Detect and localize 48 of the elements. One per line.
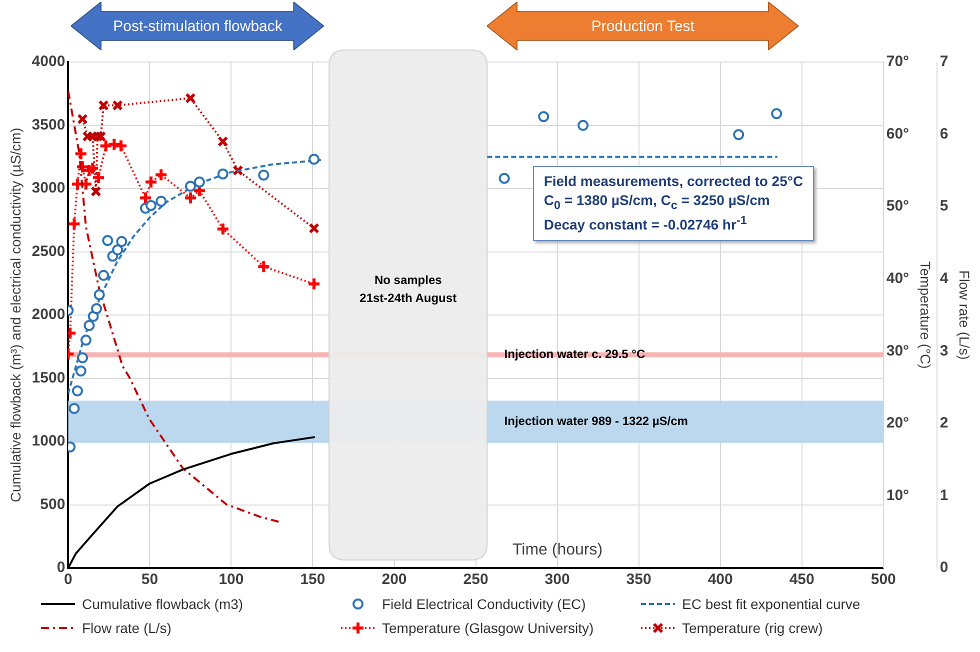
y-tick-label: 4000 [32, 53, 66, 70]
band-label: No samples 21st-24th August [360, 273, 457, 306]
band-label: Injection water 989 - 1322 µS/cm [504, 414, 688, 428]
y-tick-label: 0 [56, 559, 66, 576]
y-tick-label: 2000 [32, 306, 66, 324]
x-tick-label: 450 [789, 571, 814, 588]
y2-tick-label: 50° [886, 198, 910, 215]
legend-label: Flow rate (L/s) [82, 620, 172, 636]
y-tick-label: 1500 [32, 369, 66, 386]
y2-tick-label: 10° [886, 486, 910, 504]
y2-tick-label: 60° [886, 125, 910, 142]
y-tick-label: 2500 [32, 242, 66, 260]
y3-tick-label: 1 [940, 486, 948, 504]
y2-tick-label: 70° [886, 53, 910, 70]
x-tick-label: 350 [626, 571, 652, 588]
y2-tick-label: 40° [886, 270, 910, 287]
y3-tick-label: 5 [940, 198, 948, 215]
x-tick-label: 200 [382, 571, 407, 588]
y2-axis-title: Temperature (°C) [918, 261, 934, 369]
y3-tick-label: 0 [940, 559, 948, 576]
legend-label: Temperature (Glasgow University) [382, 620, 594, 636]
annotation: Field measurements, corrected to 25°C C$_{0}$ = 1380 µS/cm, C$_{c}$ = 3250 µS/cm Decay constant = -0.02746 hr$^{-1}$ [532, 166, 814, 241]
y-tick-label: 3500 [32, 116, 66, 134]
ref-line-label: Injection water c. 29.5 °C [504, 347, 646, 362]
y3-tick-label: 2 [940, 414, 948, 432]
x-tick-label: 150 [300, 571, 326, 588]
x-tick-label: 100 [218, 571, 244, 588]
legend-label: EC best fit exponential curve [682, 596, 860, 612]
y3-axis-title: Flow rate (L/s) [956, 270, 973, 360]
y-axis-title: Cumulative flowback (m³) and electrical conductivity (µS/cm) [7, 128, 24, 502]
x-tick-label: 500 [870, 571, 896, 588]
legend-label: Cumulative flowback (m3) [82, 596, 244, 612]
y-tick-label: 1000 [32, 432, 66, 450]
x-tick-label: 300 [544, 571, 570, 588]
y3-tick-label: 4 [940, 270, 949, 287]
y-tick-label: 500 [40, 496, 66, 513]
y3-tick-label: 6 [940, 125, 948, 142]
y3-tick-label: 7 [940, 53, 948, 70]
y-tick-label: 3000 [32, 180, 66, 197]
x-axis-title: Time (hours) [512, 541, 603, 558]
y2-tick-label: 20° [886, 414, 910, 432]
x-tick-label: 50 [141, 571, 158, 588]
legend-label: Temperature (rig crew) [682, 620, 823, 636]
y3-tick-label: 3 [940, 342, 948, 360]
y2-tick-label: 30° [886, 342, 910, 360]
x-tick-label: 250 [463, 571, 488, 588]
legend-label: Field Electrical Conductivity (EC) [382, 596, 586, 612]
x-tick-label: 400 [708, 571, 733, 588]
